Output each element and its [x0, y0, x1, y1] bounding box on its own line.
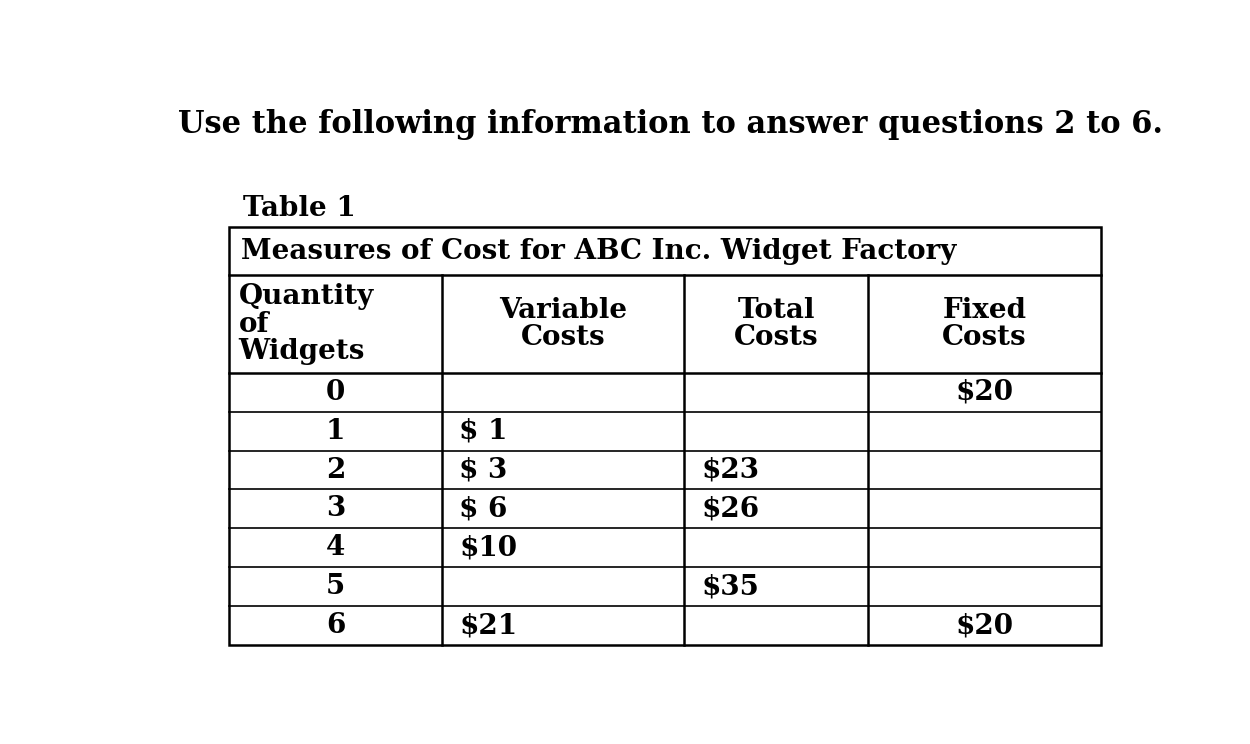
Text: 2: 2	[326, 457, 345, 484]
Text: Costs: Costs	[734, 324, 819, 351]
Text: Measures of Cost for ABC Inc. Widget Factory: Measures of Cost for ABC Inc. Widget Fac…	[240, 237, 956, 265]
Text: $35: $35	[701, 573, 760, 600]
Text: Fixed: Fixed	[942, 297, 1026, 324]
Text: $ 6: $ 6	[460, 496, 508, 522]
Text: Quantity: Quantity	[239, 283, 374, 310]
Text: $20: $20	[955, 379, 1014, 405]
Text: 6: 6	[326, 612, 345, 639]
Text: $ 3: $ 3	[460, 457, 508, 484]
Text: Use the following information to answer questions 2 to 6.: Use the following information to answer …	[177, 109, 1162, 141]
Text: 3: 3	[326, 496, 345, 522]
Text: Costs: Costs	[521, 324, 605, 351]
Text: $10: $10	[460, 534, 518, 561]
Text: $23: $23	[701, 457, 760, 484]
Text: $20: $20	[955, 612, 1014, 639]
Text: Variable: Variable	[499, 297, 628, 324]
Text: Total: Total	[738, 297, 815, 324]
Text: $26: $26	[701, 496, 760, 522]
Text: 5: 5	[326, 573, 345, 600]
Text: 4: 4	[326, 534, 345, 561]
Text: 1: 1	[326, 417, 345, 445]
Text: Table 1: Table 1	[244, 195, 356, 222]
Text: of: of	[239, 311, 269, 338]
Text: 0: 0	[326, 379, 345, 405]
Bar	[229, 227, 1101, 645]
Text: $ 1: $ 1	[460, 417, 508, 445]
Text: Costs: Costs	[942, 324, 1026, 351]
Text: $21: $21	[460, 612, 518, 639]
Text: Widgets: Widgets	[239, 339, 365, 365]
